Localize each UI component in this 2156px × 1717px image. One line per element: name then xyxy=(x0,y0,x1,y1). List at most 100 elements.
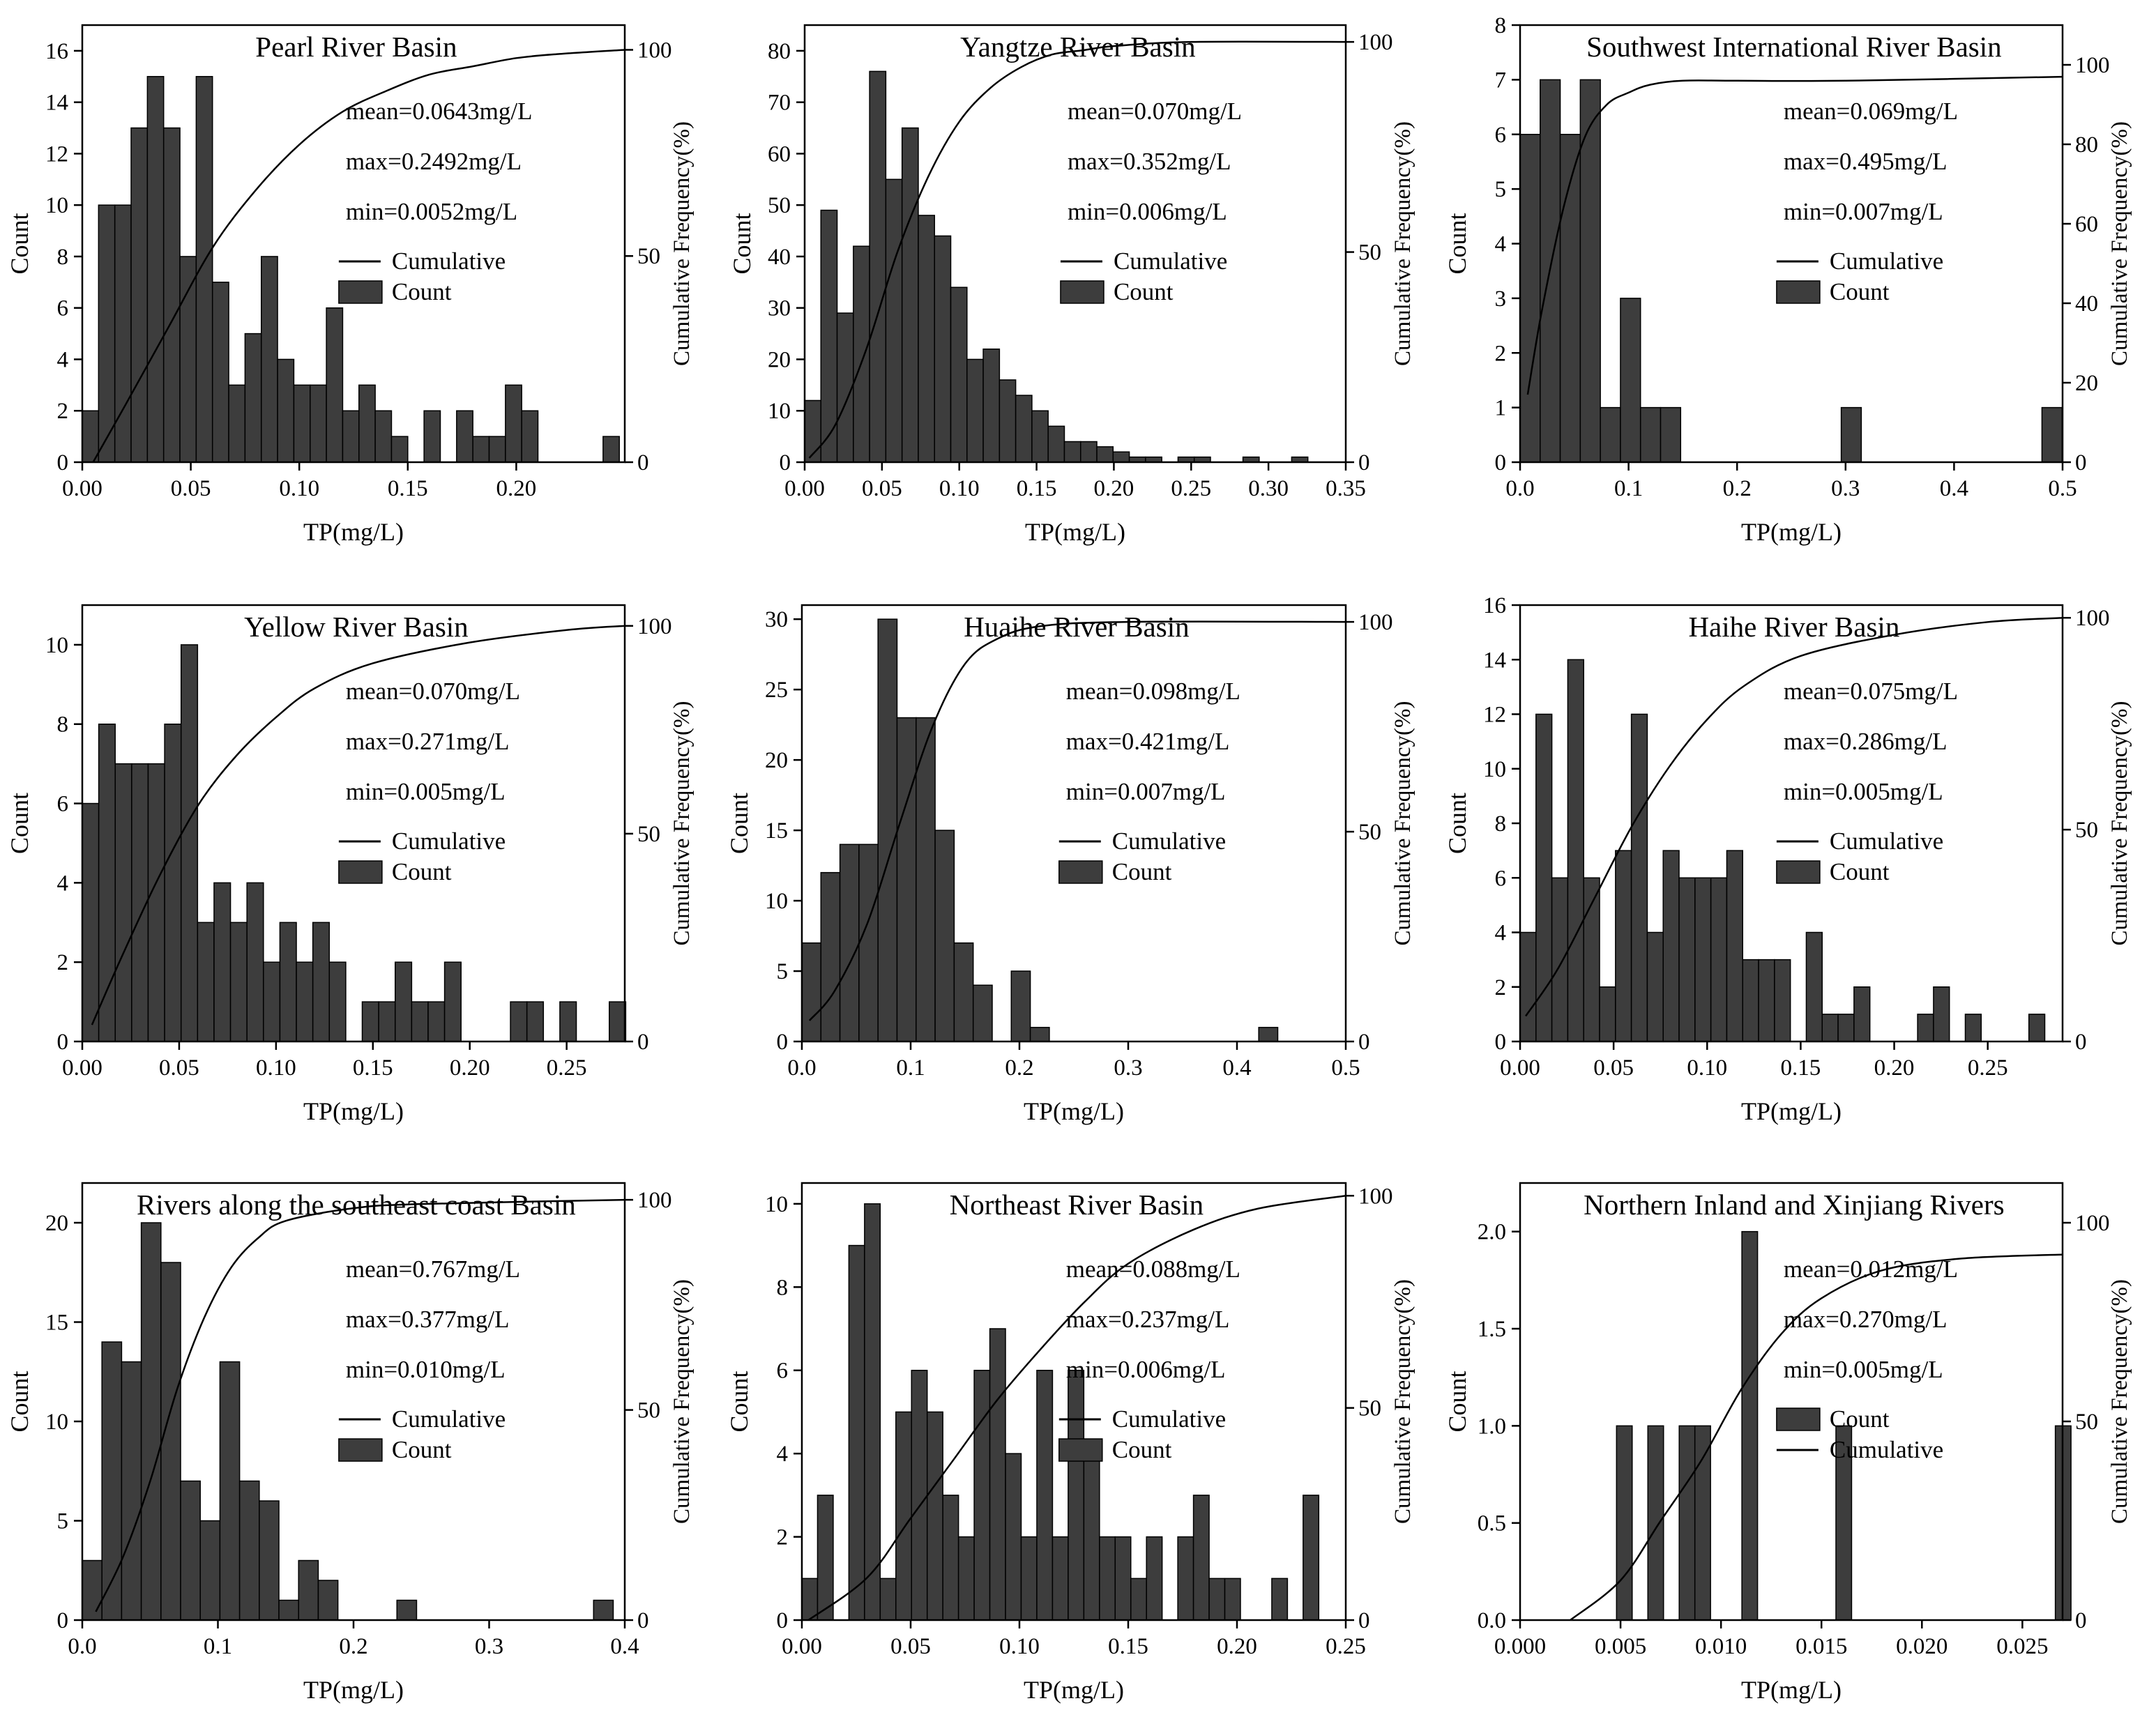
x-tick-label: 0.4 xyxy=(1940,476,1968,501)
x-axis-label: TP(mg/L) xyxy=(303,1676,404,1704)
y-tick-label: 14 xyxy=(45,91,68,116)
x-tick-label: 0.0 xyxy=(68,1634,96,1659)
y-tick-label: 30 xyxy=(768,296,791,321)
chart-title: Rivers along the southeast coast Basin xyxy=(137,1189,576,1221)
legend-bar-label: Count xyxy=(1830,278,1890,305)
histogram-bar xyxy=(950,287,968,463)
y2-tick-label: 100 xyxy=(637,38,672,63)
x-tick-label: 0.15 xyxy=(353,1055,393,1081)
y-tick-label: 10 xyxy=(45,193,68,218)
histogram-bar xyxy=(238,1480,260,1621)
histogram-bar xyxy=(911,1369,928,1621)
y-tick-label: 6 xyxy=(57,792,69,817)
cumulative-line xyxy=(1526,75,2063,395)
y-tick-label: 10 xyxy=(45,633,68,658)
legend-bar-swatch xyxy=(1776,1407,1821,1431)
chart-panel: 0.00 0.05 0.10 0.15 0.20 0 2 4 6 8 10 12 14 16 0 50 100 T… xyxy=(6,24,694,546)
y2-tick-label: 0 xyxy=(637,450,649,475)
histogram-bar xyxy=(1068,1369,1085,1621)
cumulative-line xyxy=(95,1198,625,1612)
histogram-bar xyxy=(229,922,248,1042)
x-tick-label: 0.05 xyxy=(159,1055,199,1081)
y2-axis-label: Cumulative Frequency(%) xyxy=(669,121,694,366)
chart-panel: 0.000 0.005 0.010 0.015 0.020 0.025 0.0 0.5 1.0 1… xyxy=(1443,1182,2132,1704)
histogram-bar xyxy=(1616,1425,1633,1621)
histogram-bar xyxy=(858,844,879,1042)
legend-bar-label: Count xyxy=(1830,858,1890,885)
stat-annotation: min=0.006mg/L xyxy=(1066,1356,1226,1383)
x-tick-label: 0.25 xyxy=(1171,476,1211,501)
x-tick-label: 0.5 xyxy=(2048,476,2077,501)
x-tick-label: 0.10 xyxy=(1687,1055,1727,1081)
histogram-bar xyxy=(1579,79,1601,463)
y-tick-label: 8 xyxy=(1495,811,1507,837)
histogram-bar xyxy=(836,312,854,463)
histogram-bar xyxy=(317,1580,339,1621)
histogram-bar xyxy=(298,1559,319,1621)
histogram-bar xyxy=(443,961,462,1042)
histogram-bar xyxy=(885,178,903,463)
y2-tick-label: 100 xyxy=(2075,1211,2110,1236)
x-tick-label: 0.25 xyxy=(1326,1634,1366,1659)
histogram-bar xyxy=(1662,850,1680,1042)
histogram-bar xyxy=(801,942,822,1042)
y-tick-label: 10 xyxy=(765,889,788,914)
y2-tick-label: 0 xyxy=(1358,450,1370,475)
histogram-bar xyxy=(246,882,264,1042)
y-tick-label: 60 xyxy=(768,142,791,167)
y-axis-label: Count xyxy=(6,793,33,854)
histogram-bar xyxy=(1271,1578,1289,1621)
y-tick-label: 1.5 xyxy=(1478,1317,1506,1342)
histogram-bar xyxy=(1036,1369,1054,1621)
histogram-bar xyxy=(1208,1578,1226,1621)
chart-title: Pearl River Basin xyxy=(255,31,457,63)
y-tick-label: 80 xyxy=(768,39,791,64)
plot-frame xyxy=(800,1182,1347,1621)
histogram-bar xyxy=(456,410,473,463)
y-tick-label: 5 xyxy=(1495,177,1507,202)
histogram-bar xyxy=(164,723,182,1042)
legend-line-label: Cumulative xyxy=(1112,1405,1226,1433)
y-axis-label: Count xyxy=(1443,793,1471,854)
histogram-bar xyxy=(593,1599,614,1621)
y-tick-label: 0.0 xyxy=(1478,1608,1506,1633)
stat-annotation: min=0.007mg/L xyxy=(1066,778,1226,805)
y-tick-label: 3 xyxy=(1495,287,1507,312)
x-tick-label: 0.10 xyxy=(256,1055,296,1081)
histogram-bar xyxy=(296,961,314,1042)
histogram-bar xyxy=(926,1411,943,1621)
x-tick-label: 0.010 xyxy=(1695,1634,1747,1659)
chart-panel: 0.00 0.05 0.10 0.15 0.20 0.25 0.30 0.3501020304… xyxy=(728,24,1415,546)
stat-annotation: mean=0.098mg/L xyxy=(1066,678,1240,705)
histogram-bar xyxy=(1837,1014,1855,1042)
x-tick-label: 0.10 xyxy=(939,476,980,501)
histogram-bar xyxy=(966,358,984,463)
y2-tick-label: 0 xyxy=(2075,1030,2087,1055)
histogram-bar xyxy=(1047,425,1065,463)
x-axis-label: TP(mg/L) xyxy=(1024,1097,1124,1125)
y-axis-label: Count xyxy=(1443,1371,1471,1432)
y2-tick-label: 50 xyxy=(1358,1396,1381,1421)
stat-annotation: max=0.271mg/L xyxy=(346,728,510,755)
histogram-bar xyxy=(390,436,409,463)
histogram-bar xyxy=(121,1361,142,1621)
chart-title: Haihe River Basin xyxy=(1688,611,1899,643)
histogram-bar xyxy=(180,1480,201,1621)
x-tick-label: 0.00 xyxy=(62,476,103,501)
histogram-bar xyxy=(1678,877,1696,1042)
y-tick-label: 6 xyxy=(777,1359,789,1384)
x-tick-label: 0.20 xyxy=(496,476,537,501)
stat-annotation: max=0.2492mg/L xyxy=(346,148,522,175)
stat-annotation: mean=0.088mg/L xyxy=(1066,1256,1240,1283)
histogram-bar xyxy=(510,1001,528,1042)
x-tick-label: 0.0 xyxy=(787,1055,816,1081)
legend-bar-label: Count xyxy=(1830,1405,1890,1433)
x-tick-label: 0.00 xyxy=(1500,1055,1540,1081)
stat-annotation: min=0.006mg/L xyxy=(1068,198,1227,225)
legend-bar-label: Count xyxy=(392,858,452,885)
histogram-bar xyxy=(82,802,100,1042)
stat-annotation: mean=0.070mg/L xyxy=(1068,98,1242,125)
histogram-bar xyxy=(146,76,165,463)
y-tick-label: 70 xyxy=(768,91,791,116)
